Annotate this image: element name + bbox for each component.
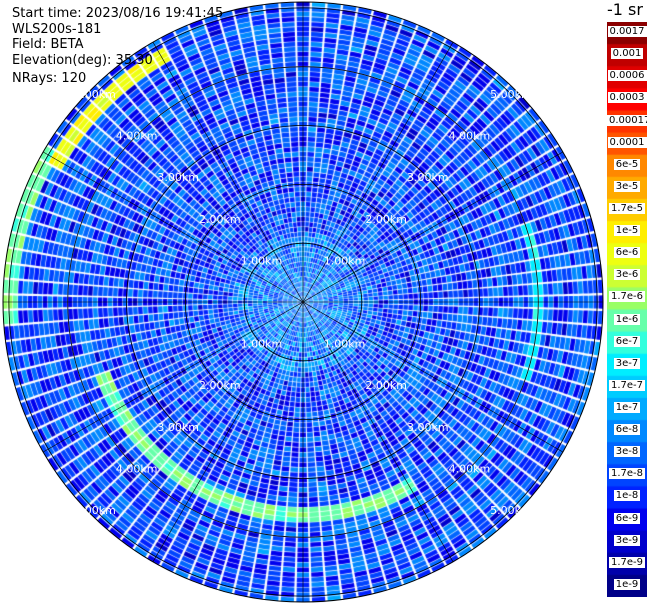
colorbar-tick-label: 1.7e-6 [608, 291, 646, 303]
range-label: 1.00km [324, 338, 366, 351]
colorbar-tick-label: 6e-7 [613, 335, 641, 347]
range-label: 4.00km [116, 462, 158, 475]
range-label: 3.00km [157, 421, 199, 434]
field-label: Field: BETA [12, 37, 84, 52]
colorbar-tick-label: 0.00017 [607, 114, 647, 126]
colorbar-tick-label: 0.0003 [607, 92, 647, 104]
range-label: 5.00km [74, 504, 116, 517]
colorbar-tick-label: 1e-6 [613, 313, 641, 325]
azimuth-spoke [43, 301, 304, 453]
azimuth-spokes [3, 2, 603, 602]
range-label: 5.00km [74, 88, 116, 101]
range-label: 5.00km [490, 88, 532, 101]
device-label: WLS200s-181 [12, 22, 102, 37]
colorbar-tick-label: 1.7e-7 [608, 379, 646, 391]
colorbar-tick-label: 3e-9 [613, 534, 641, 546]
azimuth-spoke [302, 151, 563, 303]
range-label: 3.00km [407, 171, 449, 184]
colorbar-tick-label: 0.0001 [607, 136, 647, 148]
colorbar-tick-label: 1.7e-8 [608, 468, 646, 480]
range-label: 2.00km [199, 379, 241, 392]
colorbar-tick-label: 1.7e-9 [608, 556, 646, 568]
range-label: 3.00km [157, 171, 199, 184]
range-label: 4.00km [449, 462, 491, 475]
range-overlay: 1.00km 1.00km 1.00km 1.00km 2.00km 2.00km 2.00… [2, 1, 604, 603]
azimuth-spoke [152, 301, 304, 562]
range-label: 1.00km [324, 254, 366, 267]
colorbar-tick-label: 1.7e-5 [608, 202, 646, 214]
range-label: 5.00km [490, 504, 532, 517]
range-label: 2.00km [365, 213, 407, 226]
colorbar-tick-label: 0.0017 [607, 26, 647, 38]
colorbar-tick-label: 3e-5 [613, 180, 641, 192]
colorbar-tick-label: 1e-5 [613, 225, 641, 237]
colorbar-unit-label: -1 sr [607, 0, 643, 19]
colorbar-tick-label: 1e-9 [613, 578, 641, 590]
colorbar-tick-label: 6e-8 [613, 424, 641, 436]
range-label: 4.00km [449, 130, 491, 143]
start-time-label: Start time: 2023/08/16 19:41:45 [12, 6, 224, 21]
azimuth-spoke [152, 42, 304, 303]
colorbar-tick-label: 1e-7 [613, 402, 641, 414]
colorbar-tick-label: 0.001 [610, 48, 644, 60]
colorbar-tick-label: 3e-6 [613, 269, 641, 281]
range-label: 2.00km [365, 379, 407, 392]
azimuth-spoke [302, 42, 454, 303]
range-label: 2.00km [199, 213, 241, 226]
ppi-plot [0, 0, 607, 607]
colorbar-tick-label: 1e-8 [613, 490, 641, 502]
azimuth-spoke [302, 301, 563, 453]
nrays-label: NRays: 120 [12, 71, 87, 86]
range-labels: 1.00km 1.00km 1.00km 1.00km 2.00km 2.00km 2.00… [74, 88, 532, 517]
colorbar-tick-label: 3e-7 [613, 357, 641, 369]
colorbar-tick-label: 6e-5 [613, 158, 641, 170]
range-label: 1.00km [241, 338, 283, 351]
range-label: 1.00km [241, 254, 283, 267]
colorbar [607, 22, 647, 597]
azimuth-spoke [302, 301, 454, 562]
colorbar-tick-label: 6e-6 [613, 247, 641, 259]
azimuth-spoke [43, 151, 304, 303]
range-label: 4.00km [116, 130, 158, 143]
colorbar-tick-label: 6e-9 [613, 512, 641, 524]
colorbar-tick-label: 3e-8 [613, 446, 641, 458]
colorbar-tick-label: 0.0006 [607, 70, 647, 82]
elevation-label: Elevation(deg): 35.30 [12, 53, 153, 68]
range-label: 3.00km [407, 421, 449, 434]
